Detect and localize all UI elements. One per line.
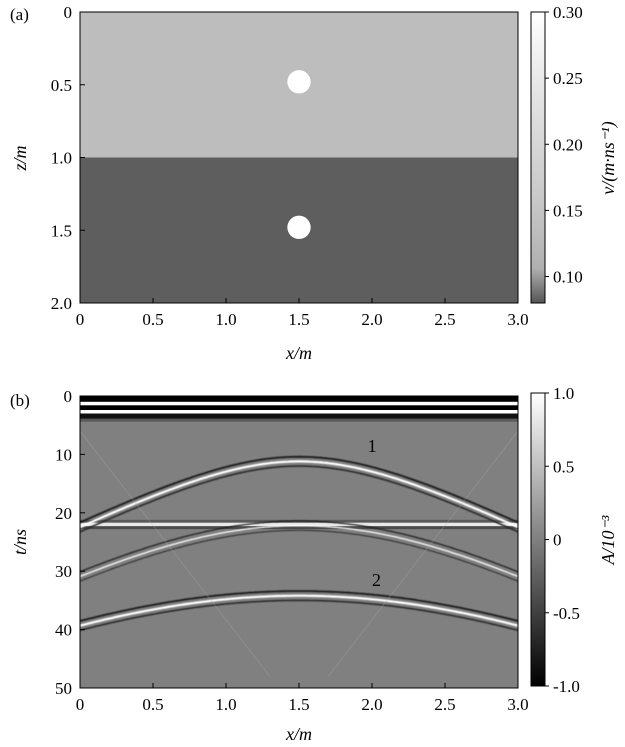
- y-tick-label: 1.0: [51, 149, 72, 168]
- panel-b-xlabel: x/m: [285, 724, 312, 744]
- y-tick-label: 50: [55, 679, 72, 698]
- colorbar-tick-label: 0.30: [553, 3, 583, 22]
- hyperbola-3: [80, 590, 518, 632]
- hyperbola-dark-lobe: [80, 599, 518, 632]
- x-tick-label: 1.5: [288, 695, 309, 714]
- colorbar-tick-label: 0.25: [553, 69, 583, 88]
- panel-b-label: (b): [10, 391, 30, 410]
- colorbar-tick-label: 0.20: [553, 135, 583, 154]
- direct-wave-band: [80, 396, 518, 402]
- y-tick-label: 1.5: [51, 221, 72, 240]
- colorbar-tick-label: 0: [553, 531, 562, 550]
- inclusion-2: [287, 215, 311, 240]
- hyperbola-bright-lobe: [80, 460, 518, 529]
- panel-b-plot: [80, 396, 518, 688]
- x-tick-label: 2.0: [361, 695, 382, 714]
- panel-a-colorbar: [530, 11, 546, 304]
- hyperbola-label: 2: [372, 570, 381, 590]
- panel-b-x-ticks: 0 0.5 1.0 1.5 2.0 2.5 3.0: [76, 683, 529, 714]
- colorbar-tick-label: -0.5: [553, 604, 580, 623]
- hyperbola-dark-lobe: [80, 529, 518, 582]
- y-tick-label: 10: [55, 445, 72, 464]
- x-tick-label: 1.5: [288, 310, 309, 329]
- y-tick-label: 0: [64, 3, 73, 22]
- radargram-background: [80, 396, 518, 688]
- direct-wave-band: [80, 410, 518, 414]
- panel-a-x-ticks: 0 0.5 1.0 1.5 2.0 2.5 3.0: [76, 298, 529, 329]
- hyperbola-bright-lobe: [80, 524, 518, 578]
- inclusion-1: [287, 70, 311, 94]
- direct-wave-band: [80, 405, 518, 411]
- panel-a-colorbar-ticks: 0.30 0.25 0.20 0.15 0.10: [545, 3, 583, 287]
- y-tick-label: 0: [64, 387, 73, 406]
- direct-wave-band: [80, 418, 518, 422]
- panel-a-plot: [79, 11, 519, 304]
- panel-b-hyperbola-labels: 12: [368, 436, 381, 590]
- colorbar-tick-label: 0.10: [553, 268, 583, 287]
- tail-line: [327, 430, 518, 677]
- colorbar-tick-label: 0.15: [553, 201, 583, 220]
- x-tick-label: 3.0: [507, 695, 528, 714]
- x-tick-label: 0.5: [142, 695, 163, 714]
- direct-wave-band: [80, 401, 518, 406]
- panel-b-colorbar-ticks: 1.0 0.5 0 -0.5 -1.0: [545, 384, 580, 696]
- y-tick-label: 30: [55, 562, 72, 581]
- hyperbola-dark-lobe: [80, 590, 518, 622]
- colorbar-tick-label: 1.0: [553, 384, 574, 403]
- panel-a-label: (a): [10, 5, 29, 24]
- y-tick-label: 2.0: [51, 294, 72, 313]
- panel-a-y-ticks: 0 0.5 1.0 1.5 2.0: [51, 3, 85, 313]
- colorbar-tick-label: 0.5: [553, 457, 574, 476]
- y-tick-label: 0.5: [51, 76, 72, 95]
- panel-a-colorbar-label: v/(m·ns⁻¹): [598, 121, 619, 194]
- x-tick-label: 0: [76, 695, 85, 714]
- panel-a: (a) 0 0.5 1.0 1.5 2.0 2.5 3.0 0 0.5 1.0 1.5 2.0 x/…: [10, 3, 619, 363]
- x-tick-label: 1.0: [215, 310, 236, 329]
- hyperbola-bright-lobe: [80, 594, 518, 627]
- hyperbola-2: [80, 520, 518, 582]
- y-tick-label: 20: [55, 504, 72, 523]
- x-tick-label: 2.5: [434, 310, 455, 329]
- panel-a-xlabel: x/m: [285, 343, 312, 363]
- x-tick-label: 0.5: [142, 310, 163, 329]
- x-tick-label: 1.0: [215, 695, 236, 714]
- hyperbola-label: 1: [368, 436, 377, 456]
- faint-tails: [80, 430, 518, 677]
- y-tick-label: 40: [55, 621, 72, 640]
- panel-a-ylabel: z/m: [10, 145, 30, 171]
- interface-reflection: [80, 522, 518, 527]
- panel-b-ylabel: t/ns: [10, 529, 30, 555]
- hyperbola-dark-lobe: [80, 465, 518, 533]
- panel-b-y-ticks: 0 10 20 30 40 50: [55, 387, 85, 698]
- colorbar-tick-label: -1.0: [553, 677, 580, 696]
- interface-reflection: [80, 526, 518, 530]
- tail-line: [80, 430, 271, 677]
- hyperbola-dark-lobe: [80, 455, 518, 524]
- x-tick-label: 2.5: [434, 695, 455, 714]
- x-tick-label: 2.0: [361, 310, 382, 329]
- panel-b-colorbar-label: A/10⁻³: [598, 515, 618, 565]
- panel-b-colorbar: [530, 392, 546, 687]
- x-tick-label: 0: [76, 310, 85, 329]
- hyperbola-1: [80, 455, 518, 533]
- x-tick-label: 3.0: [507, 310, 528, 329]
- direct-wave-band: [80, 413, 518, 419]
- hyperbola-dark-lobe: [80, 520, 518, 573]
